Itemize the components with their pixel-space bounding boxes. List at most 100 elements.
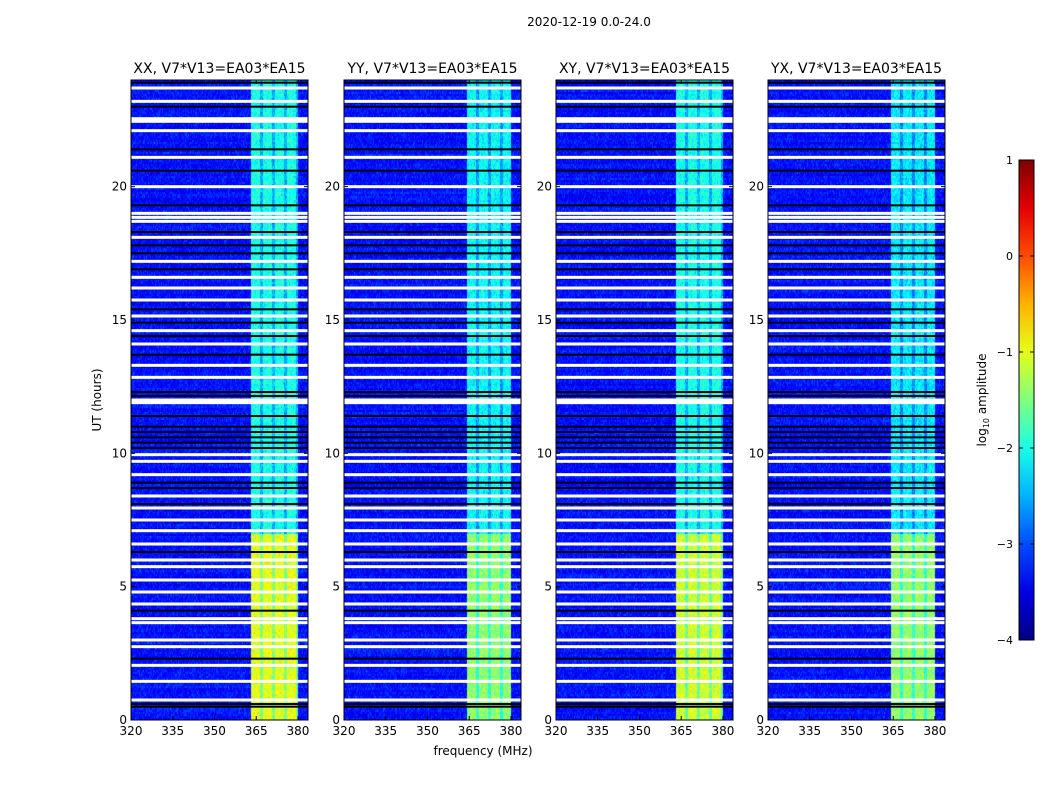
colorbar-label: log10 amplitude (975, 354, 991, 447)
low-amplitude-row (131, 231, 308, 233)
low-amplitude-row (131, 252, 308, 255)
low-amplitude-row (131, 81, 308, 84)
flagged-row (344, 645, 521, 649)
low-amplitude-row (344, 353, 521, 356)
low-amplitude-row (131, 447, 308, 449)
flagged-row (131, 494, 308, 498)
flagged-row (556, 298, 733, 302)
flagged-row (768, 621, 945, 625)
panel-4: YX, V7*V13=EA03*EA15 320 335 350 365 380 0 5 10 1… (749, 61, 947, 738)
low-amplitude-row (768, 321, 945, 324)
low-amplitude-row (131, 551, 308, 553)
panel-frame (767, 79, 946, 721)
flagged-row (556, 453, 733, 457)
flagged-row (131, 679, 308, 683)
low-amplitude-row (344, 431, 521, 433)
flagged-row (131, 235, 308, 239)
x-tick-label: 320 (120, 724, 143, 738)
y-tick-label: 20 (749, 180, 764, 194)
low-amplitude-row (768, 252, 945, 255)
flagged-row (131, 529, 308, 533)
flagged-row (556, 518, 733, 522)
panel-title: YY, V7*V13=EA03*EA15 (346, 61, 517, 77)
low-amplitude-row (556, 321, 733, 324)
colorbar-gradient (1018, 159, 1035, 641)
y-tick-label: 20 (325, 180, 340, 194)
flagged-row (768, 329, 945, 333)
y-tick-label: 5 (756, 580, 764, 594)
low-amplitude-row (344, 244, 521, 247)
low-amplitude-row (556, 447, 733, 449)
x-tick-label: 365 (670, 724, 693, 738)
low-amplitude-row (556, 431, 733, 433)
flagged-row (344, 275, 521, 279)
flagged-row (344, 259, 521, 263)
flagged-row (131, 129, 308, 133)
flagged-row (131, 342, 308, 346)
low-amplitude-row (768, 431, 945, 433)
low-amplitude-row (768, 447, 945, 449)
flagged-row (131, 590, 308, 594)
flagged-row (344, 459, 521, 463)
flagged-row (556, 645, 733, 649)
y-tick-label: 10 (112, 446, 127, 460)
flagged-row (131, 375, 308, 379)
flagged-row (768, 645, 945, 649)
y-tick-label: 15 (325, 313, 340, 327)
low-amplitude-row (131, 105, 308, 108)
low-amplitude-row (556, 244, 733, 247)
x-tick-label: 335 (586, 724, 609, 738)
colorbar: 1 0 −1 −2 −3 −4 (997, 154, 1035, 647)
y-tick-label: 15 (749, 313, 764, 327)
low-amplitude-row (344, 169, 521, 172)
low-amplitude-row (556, 169, 733, 172)
flagged-row (344, 185, 521, 189)
x-tick-label: 320 (545, 724, 568, 738)
flagged-row (131, 518, 308, 522)
flagged-row (556, 542, 733, 546)
flagged-row (344, 529, 521, 533)
flagged-row (344, 235, 521, 239)
flagged-row (556, 259, 733, 263)
y-axis-label: UT (hours) (90, 368, 104, 431)
low-amplitude-row (556, 81, 733, 84)
x-tick-label: 335 (374, 724, 397, 738)
flagged-row (344, 298, 521, 302)
flagged-row (131, 602, 308, 606)
y-tick-label: 0 (332, 713, 340, 727)
x-tick-label: 320 (333, 724, 356, 738)
flagged-row (344, 329, 521, 333)
flagged-row (344, 342, 521, 346)
low-amplitude-row (768, 703, 945, 705)
flagged-row (768, 663, 945, 667)
flagged-row (556, 506, 733, 510)
low-amplitude-row (768, 81, 945, 84)
low-amplitude-row (344, 703, 521, 705)
y-tick-label: 10 (749, 446, 764, 460)
low-amplitude-row (768, 609, 945, 612)
flagged-row (768, 459, 945, 463)
flagged-row (768, 638, 945, 642)
flagged-row (344, 494, 521, 498)
flagged-row (768, 342, 945, 346)
flagged-row (344, 86, 521, 90)
flagged-row (768, 602, 945, 606)
flagged-row (131, 645, 308, 649)
flagged-row (768, 235, 945, 239)
flagged-row (131, 542, 308, 546)
panel-frame (555, 79, 734, 721)
flagged-row (556, 329, 733, 333)
flagged-row (344, 215, 521, 219)
low-amplitude-row (344, 321, 521, 324)
low-amplitude-row (344, 395, 521, 397)
low-amplitude-row (344, 657, 521, 660)
panel-1: XX, V7*V13=EA03*EA15 320 335 350 365 380 0 5 10 1… (112, 61, 310, 738)
low-amplitude-row (131, 353, 308, 356)
flagged-row (768, 185, 945, 189)
flagged-row (768, 119, 945, 123)
flagged-row (131, 578, 308, 582)
low-amplitude-row (556, 487, 733, 489)
x-tick-label: 365 (245, 724, 268, 738)
low-amplitude-row (556, 231, 733, 233)
panel-title: XY, V7*V13=EA03*EA15 (559, 61, 730, 77)
